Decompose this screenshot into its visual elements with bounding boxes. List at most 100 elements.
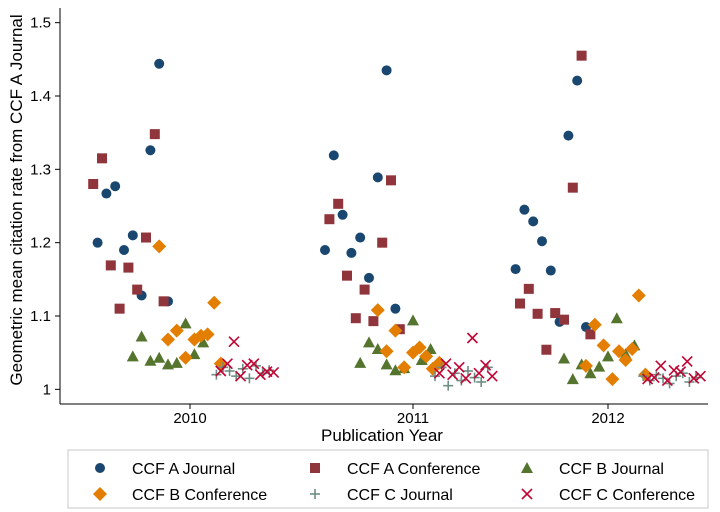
data-point-ccf-a-conference	[123, 262, 134, 273]
data-point-ccf-b-conference	[200, 327, 215, 342]
legend: CCF A Journal CCF A Conference CCF B Journ…	[67, 449, 709, 509]
data-point-ccf-b-conference	[213, 356, 228, 371]
data-point-ccf-b-conference	[207, 295, 222, 310]
data-point-ccf-c-conference	[460, 372, 472, 384]
data-point-ccf-b-journal	[389, 364, 402, 376]
data-point-ccf-a-journal	[119, 245, 129, 255]
data-point-ccf-a-conference	[515, 298, 525, 309]
data-point-ccf-b-journal	[610, 312, 623, 324]
data-point-ccf-b-journal	[354, 356, 367, 368]
data-point-ccf-a-conference	[333, 198, 344, 209]
data-point-ccf-a-conference	[324, 214, 335, 225]
y-tick-label: 1	[43, 381, 51, 398]
x-tick-label: 2010	[173, 410, 206, 427]
data-point-ccf-a-journal	[346, 247, 357, 258]
data-point-ccf-c-conference	[688, 372, 700, 384]
data-point-ccf-a-journal	[101, 188, 112, 199]
x-tick-label: 2011	[397, 410, 429, 427]
y-tick-label: 1.4	[30, 88, 51, 105]
data-point-ccf-c-conference	[675, 366, 687, 378]
data-point-ccf-b-conference	[579, 358, 593, 373]
legend-marker-ccf-c-conference	[521, 488, 533, 500]
data-point-ccf-c-journal	[658, 373, 668, 384]
data-point-ccf-c-conference	[228, 336, 240, 348]
legend-marker-ccf-c-journal	[310, 489, 320, 499]
data-point-ccf-a-conference	[576, 50, 587, 61]
data-point-ccf-b-journal	[415, 354, 428, 365]
data-point-ccf-a-conference	[523, 283, 534, 294]
data-point-ccf-a-conference	[585, 329, 596, 340]
data-point-ccf-a-journal	[372, 172, 383, 183]
data-point-ccf-a-journal	[127, 230, 138, 241]
data-point-ccf-b-journal	[144, 354, 157, 366]
data-point-ccf-c-conference	[648, 372, 660, 384]
data-point-ccf-c-conference	[453, 361, 465, 373]
y-tick-label: 1.1	[30, 308, 51, 325]
data-point-ccf-c-conference	[642, 373, 654, 385]
data-point-ccf-c-conference	[473, 367, 485, 379]
data-point-ccf-b-journal	[593, 360, 606, 372]
data-point-ccf-c-journal	[638, 371, 649, 382]
data-point-ccf-a-conference	[559, 314, 569, 325]
data-point-ccf-a-conference	[359, 284, 370, 295]
data-point-ccf-a-conference	[158, 296, 169, 307]
y-tick-label: 1.2	[30, 235, 51, 252]
legend-label: CCF C Conference	[559, 487, 695, 504]
data-point-ccf-b-conference	[419, 349, 434, 364]
data-point-ccf-c-journal	[456, 375, 467, 386]
data-point-ccf-c-journal	[476, 377, 487, 387]
data-point-ccf-b-conference	[161, 332, 175, 347]
data-point-ccf-a-conference	[541, 344, 552, 355]
legend-marker-ccf-a-journal	[95, 463, 105, 473]
data-point-ccf-a-conference	[532, 308, 543, 319]
data-point-ccf-b-conference	[618, 353, 633, 367]
data-point-ccf-a-journal	[528, 216, 539, 227]
data-point-ccf-a-conference	[550, 308, 561, 319]
data-point-ccf-a-journal	[381, 65, 392, 76]
data-point-ccf-a-conference	[132, 284, 143, 295]
data-point-ccf-c-conference	[661, 374, 673, 387]
data-point-ccf-b-journal	[566, 373, 579, 385]
data-point-ccf-a-journal	[390, 303, 401, 314]
data-point-ccf-c-conference	[235, 370, 247, 382]
data-point-ccf-b-conference	[587, 317, 602, 332]
data-point-ccf-c-conference	[668, 364, 680, 376]
data-point-ccf-c-conference	[254, 369, 266, 381]
data-point-ccf-a-journal	[355, 232, 366, 243]
data-point-ccf-b-conference	[152, 239, 167, 254]
data-point-ccf-c-conference	[694, 370, 706, 382]
data-point-ccf-a-journal	[519, 204, 530, 215]
data-point-ccf-a-conference	[141, 232, 151, 243]
data-point-ccf-c-journal	[224, 366, 235, 376]
data-point-ccf-c-conference	[268, 366, 280, 379]
data-point-ccf-c-conference	[655, 360, 667, 372]
data-point-ccf-c-conference	[241, 359, 253, 371]
legend-marker-ccf-b-journal	[521, 462, 533, 473]
data-point-ccf-a-conference	[350, 313, 361, 324]
data-point-ccf-b-journal	[197, 336, 210, 348]
data-point-ccf-b-journal	[153, 351, 166, 363]
data-point-ccf-a-journal	[92, 237, 103, 248]
data-point-ccf-c-conference	[440, 358, 452, 370]
data-point-ccf-a-journal	[328, 150, 339, 161]
data-point-ccf-c-journal	[430, 371, 440, 382]
legend-label: CCF A Journal	[132, 461, 235, 478]
y-tick-label: 1.3	[30, 161, 51, 178]
legend-label: CCF A Conference	[347, 461, 481, 478]
legend-label: CCF B Journal	[559, 461, 664, 478]
data-point-ccf-b-conference	[612, 344, 626, 359]
data-point-ccf-a-journal	[337, 209, 348, 220]
data-point-ccf-b-journal	[407, 314, 419, 326]
data-point-ccf-b-journal	[179, 317, 192, 329]
data-point-ccf-a-conference	[368, 316, 379, 327]
data-point-ccf-b-journal	[363, 336, 375, 348]
data-point-ccf-a-conference	[105, 260, 116, 271]
data-point-ccf-b-journal	[584, 367, 597, 379]
data-point-ccf-b-journal	[135, 330, 148, 342]
data-point-ccf-c-journal	[443, 380, 454, 391]
data-point-ccf-a-journal	[563, 130, 574, 141]
x-axis-title: Publication Year	[321, 426, 443, 445]
data-point-ccf-b-conference	[631, 288, 646, 303]
x-tick-label: 2012	[591, 410, 624, 427]
